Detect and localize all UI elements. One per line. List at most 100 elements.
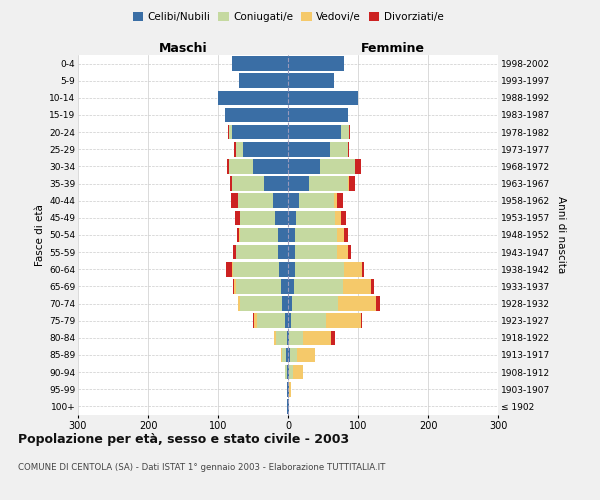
- Bar: [230, 176, 232, 191]
- Bar: [241, 210, 275, 225]
- Bar: [281, 279, 288, 293]
- Bar: [235, 245, 236, 260]
- Bar: [344, 262, 361, 276]
- Bar: [235, 142, 242, 156]
- Bar: [296, 210, 335, 225]
- Bar: [233, 279, 234, 293]
- Bar: [272, 194, 288, 208]
- Bar: [288, 108, 347, 122]
- Text: Femmine: Femmine: [361, 42, 425, 55]
- Bar: [320, 159, 355, 174]
- Bar: [239, 228, 240, 242]
- Bar: [286, 348, 288, 362]
- Bar: [257, 314, 284, 328]
- Bar: [288, 382, 289, 396]
- Bar: [288, 365, 289, 380]
- Bar: [278, 228, 288, 242]
- Bar: [344, 228, 347, 242]
- Bar: [218, 90, 288, 105]
- Bar: [232, 56, 288, 71]
- Text: Popolazione per età, sesso e stato civile - 2003: Popolazione per età, sesso e stato civil…: [18, 432, 349, 446]
- Bar: [287, 330, 288, 345]
- Bar: [304, 330, 331, 345]
- Bar: [283, 296, 288, 311]
- Bar: [281, 348, 283, 362]
- Bar: [330, 142, 347, 156]
- Bar: [239, 74, 288, 88]
- Text: Maschi: Maschi: [158, 42, 208, 55]
- Bar: [274, 330, 276, 345]
- Bar: [287, 399, 288, 413]
- Bar: [290, 348, 297, 362]
- Bar: [347, 245, 351, 260]
- Bar: [335, 210, 341, 225]
- Bar: [278, 245, 288, 260]
- Bar: [376, 296, 380, 311]
- Bar: [343, 279, 371, 293]
- Bar: [285, 365, 287, 380]
- Bar: [238, 194, 272, 208]
- Bar: [235, 279, 281, 293]
- Bar: [229, 159, 253, 174]
- Bar: [292, 296, 338, 311]
- Bar: [236, 245, 278, 260]
- Bar: [288, 245, 295, 260]
- Bar: [288, 90, 358, 105]
- Bar: [355, 159, 361, 174]
- Bar: [289, 330, 304, 345]
- Bar: [326, 314, 361, 328]
- Bar: [331, 330, 335, 345]
- Bar: [288, 159, 320, 174]
- Bar: [337, 194, 343, 208]
- Bar: [288, 194, 299, 208]
- Bar: [238, 296, 241, 311]
- Bar: [235, 210, 241, 225]
- Bar: [289, 382, 291, 396]
- Bar: [253, 159, 288, 174]
- Bar: [288, 125, 341, 140]
- Bar: [338, 296, 376, 311]
- Bar: [237, 228, 239, 242]
- Bar: [254, 314, 257, 328]
- Bar: [279, 262, 288, 276]
- Bar: [242, 142, 288, 156]
- Bar: [347, 176, 349, 191]
- Bar: [263, 176, 288, 191]
- Bar: [253, 314, 254, 328]
- Bar: [232, 262, 233, 276]
- Bar: [240, 228, 278, 242]
- Bar: [288, 56, 344, 71]
- Y-axis label: Anni di nascita: Anni di nascita: [556, 196, 566, 274]
- Bar: [234, 279, 235, 293]
- Bar: [284, 314, 288, 328]
- Bar: [288, 314, 291, 328]
- Bar: [230, 194, 238, 208]
- Bar: [232, 125, 288, 140]
- Bar: [288, 74, 334, 88]
- Bar: [275, 210, 288, 225]
- Bar: [293, 279, 343, 293]
- Bar: [295, 245, 337, 260]
- Text: COMUNE DI CENTOLA (SA) - Dati ISTAT 1° gennaio 2003 - Elaborazione TUTTITALIA.IT: COMUNE DI CENTOLA (SA) - Dati ISTAT 1° g…: [18, 462, 385, 471]
- Bar: [226, 262, 232, 276]
- Bar: [288, 399, 289, 413]
- Bar: [276, 330, 287, 345]
- Bar: [297, 348, 314, 362]
- Bar: [291, 314, 326, 328]
- Bar: [228, 125, 229, 140]
- Bar: [341, 210, 346, 225]
- Bar: [371, 279, 374, 293]
- Bar: [241, 296, 283, 311]
- Bar: [349, 125, 350, 140]
- Bar: [225, 108, 288, 122]
- Y-axis label: Fasce di età: Fasce di età: [35, 204, 45, 266]
- Bar: [337, 245, 347, 260]
- Bar: [227, 159, 229, 174]
- Bar: [288, 228, 295, 242]
- Bar: [287, 365, 288, 380]
- Bar: [288, 210, 296, 225]
- Bar: [293, 365, 304, 380]
- Bar: [229, 125, 232, 140]
- Bar: [288, 330, 289, 345]
- Bar: [337, 228, 344, 242]
